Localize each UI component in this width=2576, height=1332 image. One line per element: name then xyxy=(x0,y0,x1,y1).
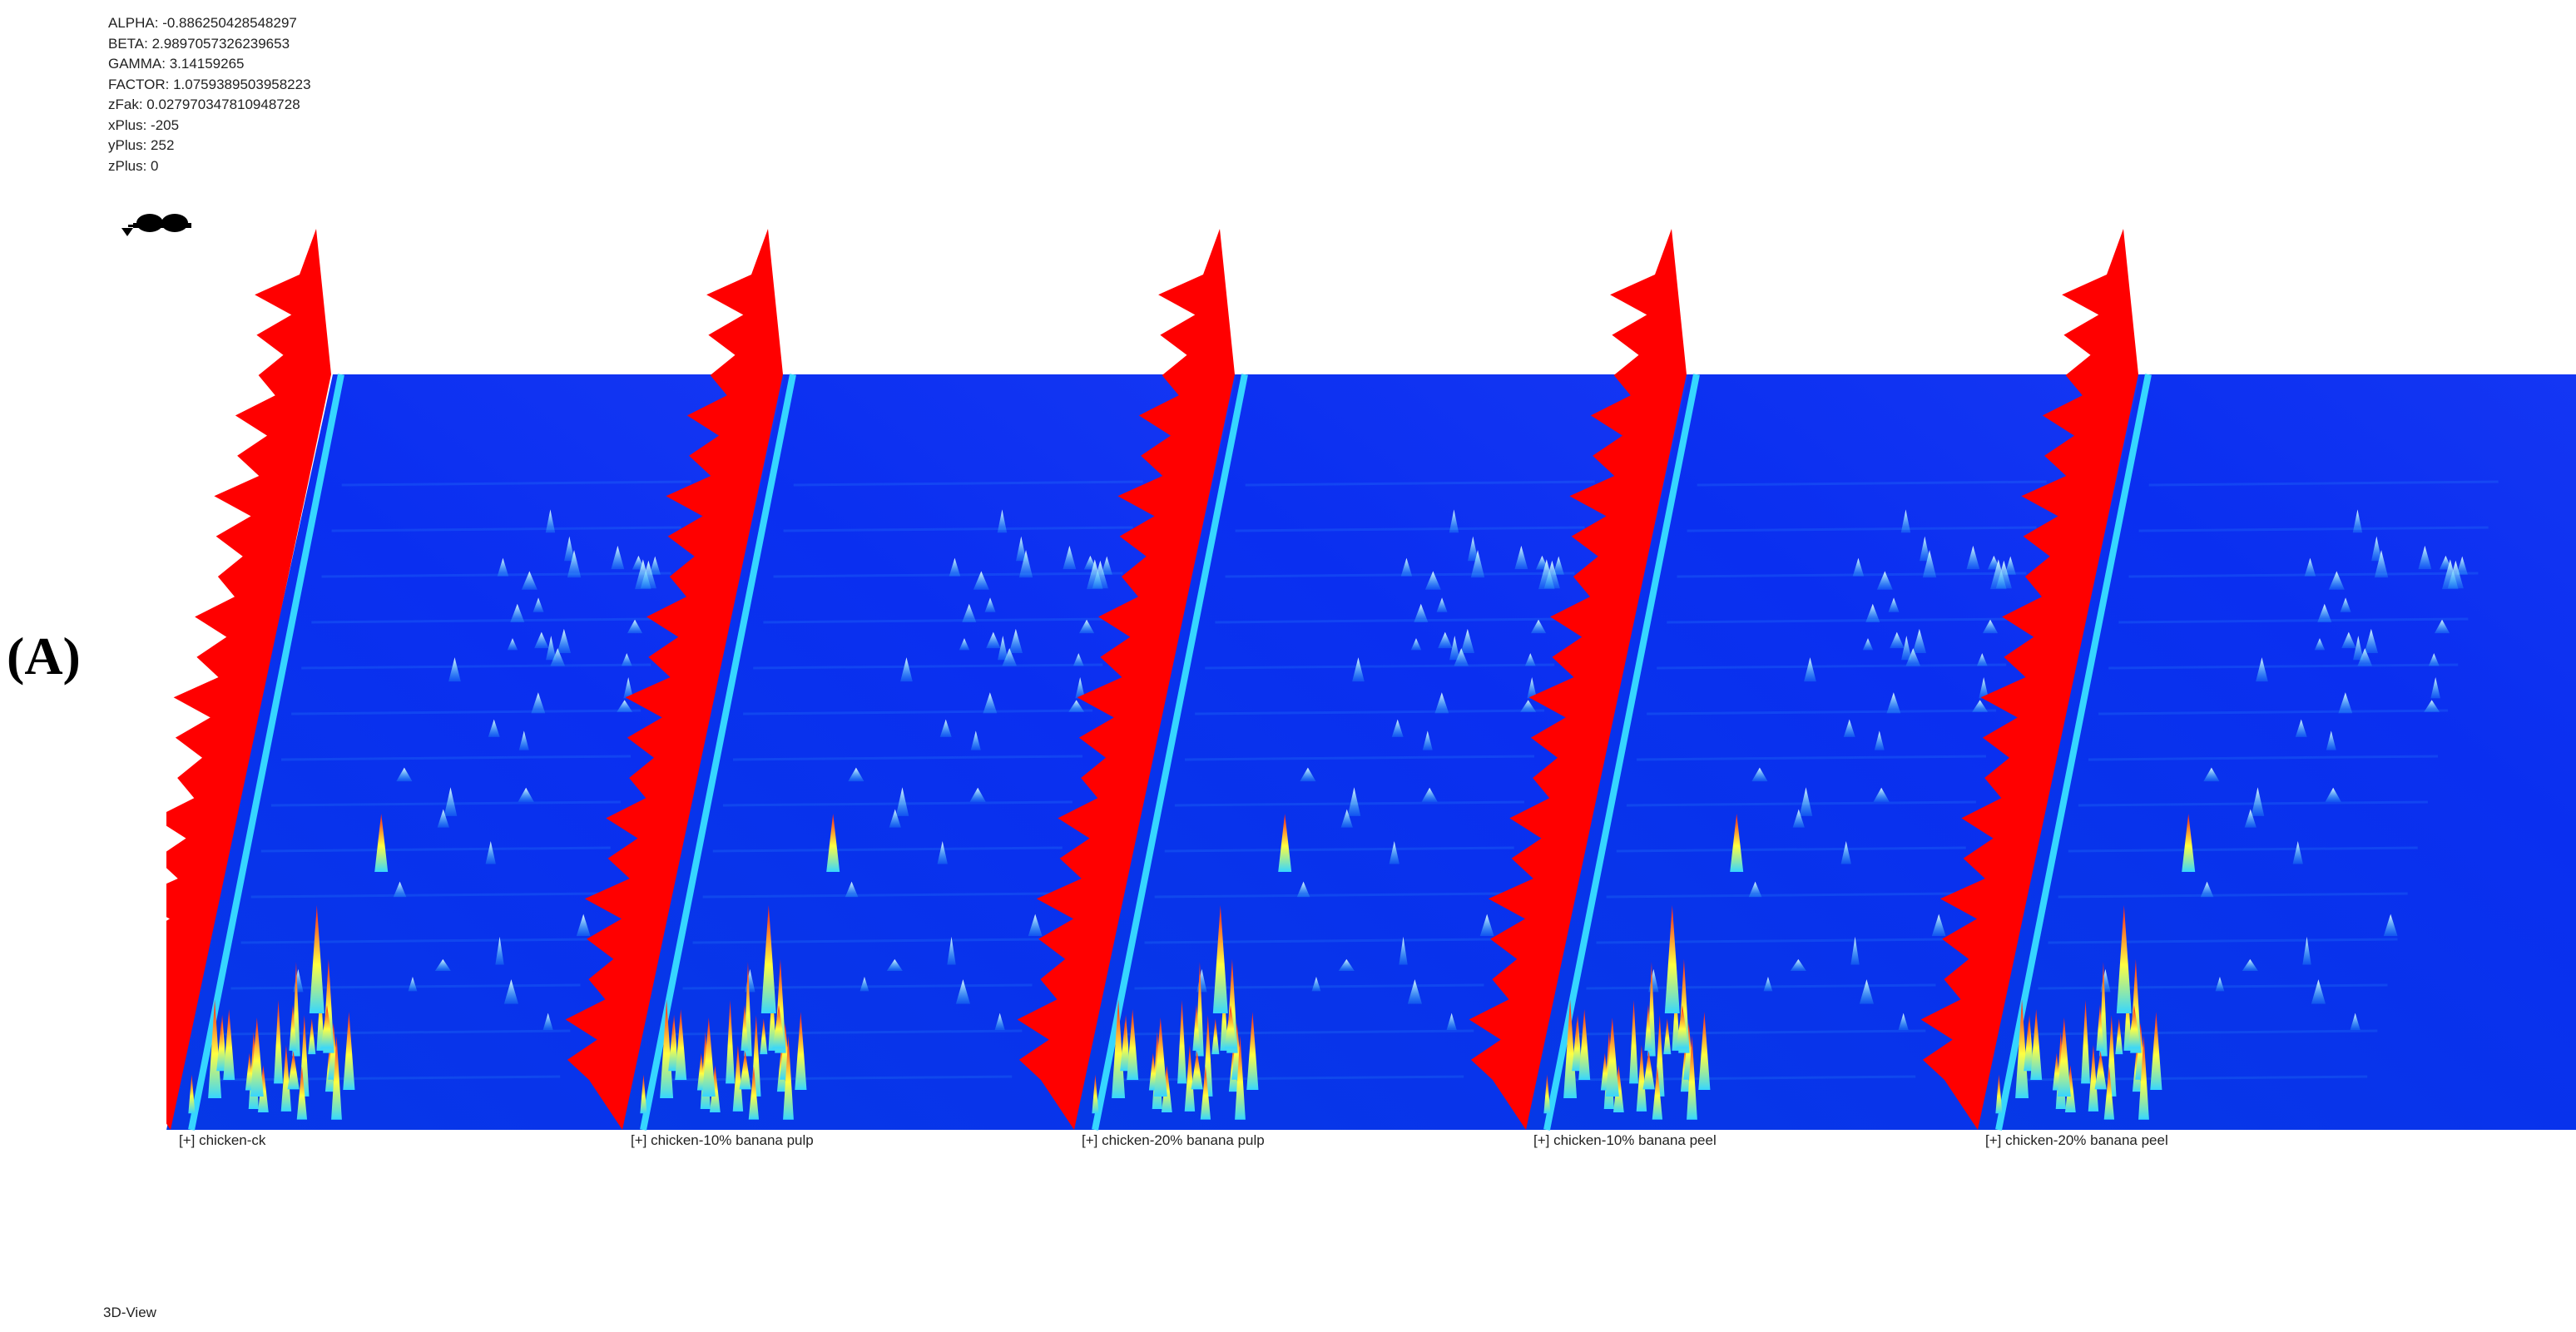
param-yplus: yPlus: 252 xyxy=(108,137,175,153)
view-mode-label: 3D-View xyxy=(103,1305,156,1320)
spectra-3d-viewer[interactable] xyxy=(166,200,2576,1140)
sample-label-20-peel[interactable]: [+] chicken-20% banana peel xyxy=(1985,1132,2168,1148)
param-factor: FACTOR: 1.0759389503958223 xyxy=(108,76,311,92)
param-alpha: ALPHA: -0.886250428548297 xyxy=(108,15,297,31)
sample-label-10-pulp[interactable]: [+] chicken-10% banana pulp xyxy=(631,1132,814,1148)
sample-label-ck[interactable]: [+] chicken-ck xyxy=(179,1132,266,1148)
param-zfak: zFak: 0.027970347810948728 xyxy=(108,97,300,112)
spectrum-panel-5 xyxy=(1920,229,2576,1131)
param-gamma: GAMMA: 3.14159265 xyxy=(108,56,245,72)
param-beta: BETA: 2.9897057326239653 xyxy=(108,35,290,52)
sample-label-20-pulp[interactable]: [+] chicken-20% banana pulp xyxy=(1082,1132,1265,1148)
param-xplus: xPlus: -205 xyxy=(108,116,180,133)
orientation-icon[interactable] xyxy=(121,211,196,240)
view-parameters: ALPHA: -0.886250428548297 BETA: 2.989705… xyxy=(108,13,311,176)
panel-label: (A) xyxy=(7,626,81,686)
sample-label-10-peel[interactable]: [+] chicken-10% banana peel xyxy=(1533,1132,1717,1148)
param-zplus: zPlus: 0 xyxy=(108,157,159,174)
